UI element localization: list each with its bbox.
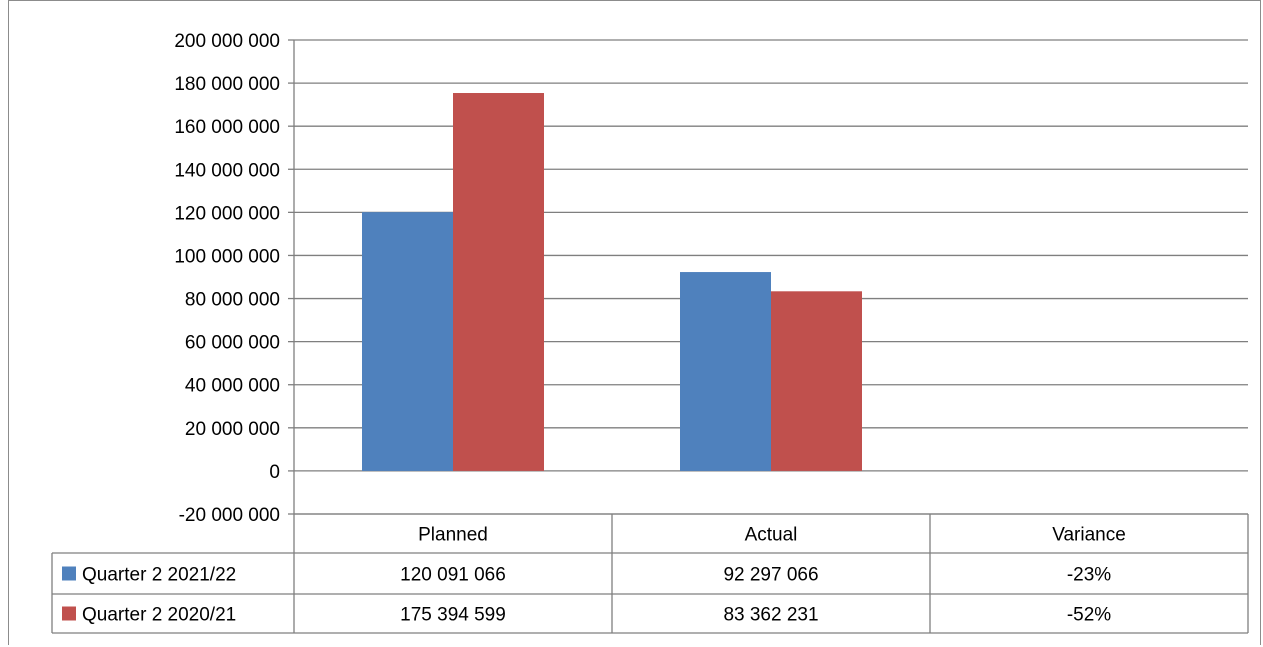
bar	[453, 93, 544, 471]
chart-frame	[8, 0, 1261, 645]
x-tick-label: Planned	[418, 525, 488, 546]
y-tick-label: 120 000 000	[174, 203, 280, 224]
table-cell: -52%	[1067, 605, 1111, 626]
y-tick-label: 40 000 000	[185, 376, 280, 397]
legend-label: Quarter 2 2021/22	[82, 565, 236, 586]
y-tick-label: 160 000 000	[174, 117, 280, 138]
y-tick-label: 0	[269, 462, 280, 483]
y-tick-label: 60 000 000	[185, 333, 280, 354]
table-cell: -23%	[1067, 565, 1111, 586]
legend-label: Quarter 2 2020/21	[82, 605, 236, 626]
y-tick-label: 180 000 000	[174, 74, 280, 95]
x-tick-label: Actual	[745, 525, 798, 546]
table-cell: 120 091 066	[400, 565, 506, 586]
y-tick-label: 80 000 000	[185, 290, 280, 311]
bar	[362, 212, 453, 471]
y-tick-label: -20 000 000	[179, 505, 280, 526]
legend-swatch	[62, 606, 76, 621]
y-tick-label: 20 000 000	[185, 419, 280, 440]
y-tick-label: 200 000 000	[174, 31, 280, 52]
table-cell: 83 362 231	[723, 605, 818, 626]
table-cell: 92 297 066	[723, 565, 818, 586]
table-cell: 175 394 599	[400, 605, 506, 626]
legend-swatch	[62, 566, 76, 581]
data-table: Planned Actual Variance Quarter 2 2021/22 12…	[51, 513, 1249, 634]
bar	[771, 291, 862, 471]
x-tick-label: Variance	[1052, 525, 1126, 546]
y-tick-label: 100 000 000	[174, 246, 280, 267]
y-tick-label: 140 000 000	[174, 160, 280, 181]
y-axis: 200 000 000 180 000 000 160 000 000 140 000…	[174, 31, 295, 526]
bar	[680, 272, 771, 471]
bars	[362, 93, 862, 471]
